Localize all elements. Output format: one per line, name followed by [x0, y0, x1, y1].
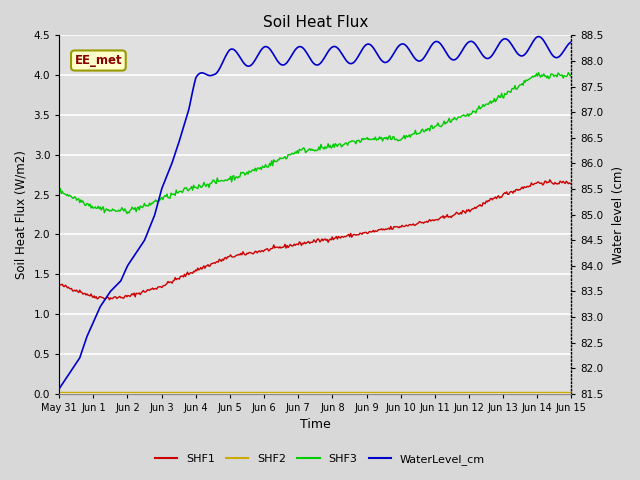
SHF1	[106, 297, 113, 303]
SHF3	[476, 106, 484, 112]
SHF3	[300, 145, 307, 151]
SHF2	[475, 389, 483, 395]
Line: WaterLevel_cm: WaterLevel_cm	[60, 36, 572, 389]
WaterLevel_cm	[301, 48, 309, 54]
Text: EE_met: EE_met	[75, 54, 122, 67]
WaterLevel_cm	[299, 45, 307, 50]
SHF2	[568, 389, 575, 395]
WaterLevel_cm	[475, 47, 483, 52]
Legend: SHF1, SHF2, SHF3, WaterLevel_cm: SHF1, SHF2, SHF3, WaterLevel_cm	[151, 450, 489, 469]
SHF2	[333, 389, 340, 395]
Line: SHF1: SHF1	[60, 180, 572, 300]
SHF1	[303, 240, 310, 246]
SHF3	[534, 70, 542, 75]
Line: SHF3: SHF3	[60, 72, 572, 214]
WaterLevel_cm	[56, 386, 63, 392]
SHF1	[476, 202, 484, 208]
WaterLevel_cm	[556, 53, 564, 59]
SHF3	[361, 136, 369, 142]
Y-axis label: Water level (cm): Water level (cm)	[612, 166, 625, 264]
SHF1	[361, 229, 369, 235]
SHF2	[56, 389, 63, 395]
SHF3	[123, 211, 131, 216]
SHF1	[300, 241, 307, 247]
SHF3	[303, 149, 310, 155]
SHF1	[568, 181, 575, 187]
SHF2	[556, 389, 563, 395]
WaterLevel_cm	[534, 34, 542, 39]
SHF2	[299, 389, 307, 395]
SHF2	[301, 389, 309, 395]
SHF1	[557, 179, 565, 185]
SHF1	[546, 177, 554, 183]
WaterLevel_cm	[568, 39, 575, 45]
Y-axis label: Soil Heat Flux (W/m2): Soil Heat Flux (W/m2)	[15, 150, 28, 279]
SHF2	[360, 389, 368, 395]
SHF3	[568, 72, 575, 77]
SHF3	[56, 186, 63, 192]
X-axis label: Time: Time	[300, 419, 331, 432]
SHF3	[333, 144, 341, 149]
WaterLevel_cm	[333, 44, 340, 50]
WaterLevel_cm	[360, 44, 368, 50]
SHF1	[333, 236, 341, 242]
SHF3	[557, 72, 565, 78]
SHF1	[56, 281, 63, 287]
Title: Soil Heat Flux: Soil Heat Flux	[262, 15, 368, 30]
